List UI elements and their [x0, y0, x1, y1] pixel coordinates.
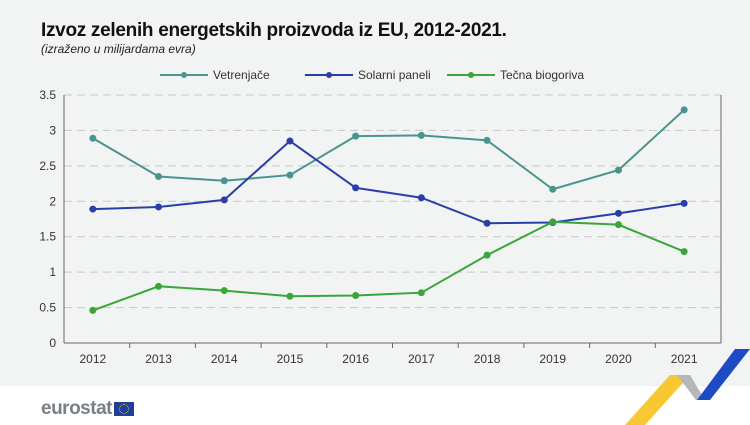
y-tick-label: 0 [49, 336, 56, 350]
logo-text: eurostat [41, 398, 112, 419]
y-tick-label: 1.5 [39, 230, 56, 244]
data-point [352, 184, 360, 192]
x-tick-label: 2017 [408, 352, 435, 366]
ribbon-yellow [625, 375, 690, 425]
data-point [155, 172, 163, 180]
chart-background [0, 0, 750, 386]
data-point [286, 137, 294, 145]
data-point [89, 205, 97, 213]
data-point [220, 287, 228, 295]
x-tick-label: 2013 [145, 352, 172, 366]
y-tick-label: 3 [49, 123, 56, 137]
legend-marker [326, 72, 332, 78]
ribbon-gray [677, 375, 705, 400]
data-point [680, 248, 688, 256]
legend-marker [181, 72, 187, 78]
data-point [680, 106, 688, 114]
y-tick-label: 2 [49, 194, 56, 208]
x-tick-label: 2015 [277, 352, 304, 366]
data-point [286, 171, 294, 179]
data-point [549, 185, 557, 193]
data-point [483, 136, 491, 144]
series-line [92, 220, 685, 312]
legend-label: Solarni paneli [358, 68, 431, 82]
data-point [352, 132, 360, 140]
y-tick-label: 2.5 [39, 159, 56, 173]
data-point [89, 134, 97, 142]
data-point [483, 251, 491, 259]
data-point [352, 292, 360, 300]
data-point [549, 218, 557, 226]
ribbon-blue [697, 349, 750, 400]
data-point [680, 199, 688, 207]
chart-subtitle: (izraženo u milijardama evra) [41, 42, 196, 56]
y-tick-label: 0.5 [39, 301, 56, 315]
data-point [155, 282, 163, 290]
data-point [614, 166, 622, 174]
legend-marker [468, 72, 474, 78]
data-point [286, 292, 294, 300]
data-point [220, 177, 228, 185]
data-point [417, 194, 425, 202]
data-point [155, 203, 163, 211]
y-tick-label: 1 [49, 265, 56, 279]
eu-flag-icon [113, 402, 134, 416]
x-tick-label: 2012 [79, 352, 106, 366]
x-tick-label: 2016 [342, 352, 369, 366]
data-point [614, 221, 622, 229]
data-point [89, 306, 97, 314]
x-tick-label: 2018 [474, 352, 501, 366]
series-line [92, 139, 685, 225]
chart-title: Izvoz zelenih energetskih proizvoda iz E… [41, 20, 507, 41]
legend-label: Tečna biogoriva [500, 68, 584, 82]
legend-label: Vetrenjače [213, 68, 270, 82]
data-point [614, 209, 622, 217]
data-point [483, 219, 491, 227]
data-point [417, 131, 425, 139]
x-tick-label: 2014 [211, 352, 238, 366]
x-tick-label: 2019 [539, 352, 566, 366]
series-line [92, 109, 685, 191]
data-point [417, 289, 425, 297]
y-tick-label: 3.5 [39, 88, 56, 102]
x-tick-label: 2021 [671, 352, 698, 366]
x-tick-label: 2020 [605, 352, 632, 366]
eurostat-logo: eurostat [41, 398, 134, 420]
data-point [220, 196, 228, 204]
